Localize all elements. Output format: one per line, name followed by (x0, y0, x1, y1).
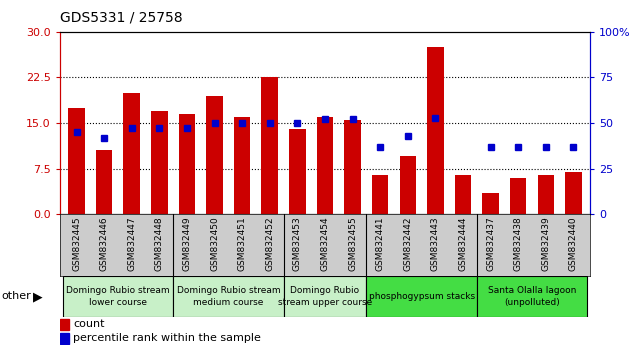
Text: GSM832438: GSM832438 (514, 216, 522, 271)
Bar (372, 175, 389, 214)
Text: GSM832443: GSM832443 (431, 216, 440, 271)
Text: GSM832453: GSM832453 (293, 216, 302, 271)
Text: Domingo Rubio
stream upper course: Domingo Rubio stream upper course (278, 286, 372, 307)
Text: GSM832449: GSM832449 (182, 216, 191, 271)
Bar (367, 276, 477, 317)
Bar (427, 47, 444, 214)
Bar (317, 117, 333, 214)
Text: GSM832441: GSM832441 (375, 216, 385, 271)
Text: GSM832452: GSM832452 (265, 216, 274, 271)
Bar (68, 108, 85, 214)
Bar (261, 78, 278, 214)
Bar (60, 319, 69, 330)
Text: GSM832442: GSM832442 (403, 216, 412, 270)
Text: GSM832440: GSM832440 (569, 216, 578, 271)
Bar (289, 129, 305, 214)
Text: percentile rank within the sample: percentile rank within the sample (73, 333, 261, 343)
Text: count: count (73, 319, 105, 329)
Bar (173, 276, 283, 317)
Bar (565, 172, 582, 214)
Text: GSM832451: GSM832451 (238, 216, 247, 271)
Bar (399, 156, 416, 214)
Bar (179, 114, 195, 214)
Text: GSM832455: GSM832455 (348, 216, 357, 271)
Bar (538, 175, 554, 214)
Text: GSM832439: GSM832439 (541, 216, 550, 271)
Text: GSM832437: GSM832437 (486, 216, 495, 271)
Text: GSM832446: GSM832446 (100, 216, 109, 271)
Text: other: other (1, 291, 31, 302)
Bar (60, 333, 69, 344)
Text: Domingo Rubio stream
lower course: Domingo Rubio stream lower course (66, 286, 170, 307)
Text: GSM832444: GSM832444 (459, 216, 468, 270)
Text: GDS5331 / 25758: GDS5331 / 25758 (60, 11, 182, 25)
Bar (206, 96, 223, 214)
Text: GSM832454: GSM832454 (321, 216, 329, 271)
Bar (345, 120, 361, 214)
Bar (62, 276, 173, 317)
Text: phosphogypsum stacks: phosphogypsum stacks (369, 292, 475, 301)
Bar (96, 150, 112, 214)
Text: GSM832450: GSM832450 (210, 216, 219, 271)
Bar (455, 175, 471, 214)
Bar (477, 276, 587, 317)
Bar (151, 111, 168, 214)
Text: ▶: ▶ (33, 290, 42, 303)
Text: GSM832445: GSM832445 (72, 216, 81, 271)
Text: GSM832448: GSM832448 (155, 216, 164, 271)
Text: GSM832447: GSM832447 (127, 216, 136, 271)
Text: Domingo Rubio stream
medium course: Domingo Rubio stream medium course (177, 286, 280, 307)
Bar (510, 178, 526, 214)
Bar (234, 117, 251, 214)
Bar (482, 193, 499, 214)
Text: Santa Olalla lagoon
(unpolluted): Santa Olalla lagoon (unpolluted) (488, 286, 576, 307)
Bar (283, 276, 367, 317)
Bar (124, 93, 140, 214)
